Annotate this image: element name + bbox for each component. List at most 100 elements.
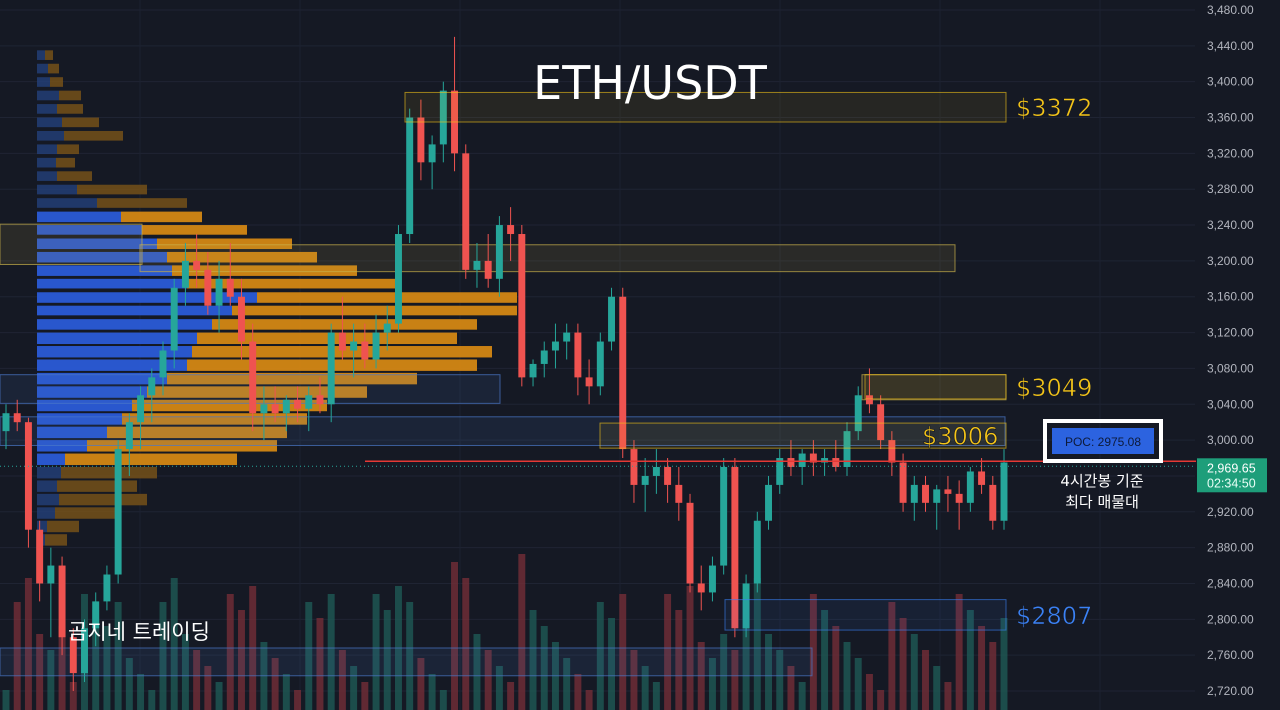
volume-bar	[92, 610, 100, 710]
profile-bar-sell	[257, 292, 517, 303]
y-tick-label: 2,760.00	[1207, 648, 1254, 662]
volume-bar	[776, 650, 784, 710]
volume-bar	[854, 658, 862, 710]
y-tick-label: 3,080.00	[1207, 361, 1254, 375]
volume-bar	[316, 618, 324, 710]
poc-fill	[1052, 428, 1154, 454]
volume-bar	[821, 610, 829, 710]
candle-body	[641, 475, 649, 485]
level-box	[599, 422, 1007, 449]
candle-body	[652, 466, 660, 476]
candle-body	[742, 583, 750, 629]
volume-bar	[372, 594, 380, 710]
y-tick-label: 3,200.00	[1207, 254, 1254, 268]
candle-body	[294, 399, 302, 409]
volume-bar	[13, 602, 21, 710]
volume-bar	[170, 578, 178, 710]
profile-bar-buy	[37, 426, 107, 439]
profile-bar-buy	[37, 117, 62, 128]
volume-bar	[585, 690, 593, 710]
poc-note-line-2: 최다 매물대	[1065, 493, 1139, 511]
y-tick-label: 3,320.00	[1207, 146, 1254, 160]
volume-bar	[910, 634, 918, 710]
profile-bar-sell	[187, 278, 397, 289]
candle-body	[271, 404, 279, 414]
profile-bar-buy	[37, 305, 232, 316]
candle-body	[181, 260, 189, 288]
profile-bar-sell	[172, 265, 357, 276]
candle-body	[529, 363, 537, 378]
volume-bar	[865, 674, 873, 710]
candle-body	[720, 466, 728, 566]
volume-bar	[809, 594, 817, 710]
candle-body	[753, 520, 761, 584]
profile-bar-buy	[37, 372, 167, 385]
volume-bar	[69, 682, 77, 710]
profile-bar-sell	[197, 332, 457, 345]
candle-body	[933, 489, 941, 503]
profile-bar-sell	[50, 77, 63, 87]
volume-bar	[596, 602, 604, 710]
volume-bar	[148, 690, 156, 710]
volume-bar	[103, 626, 111, 710]
zone-box	[861, 374, 1007, 401]
profile-bar-sell	[122, 413, 307, 425]
profile-bar-buy	[37, 225, 142, 235]
price-axis: 3,480.00 3,440.00 3,400.00 3,360.00 3,320.00…	[1207, 3, 1254, 698]
zone-box	[0, 223, 143, 265]
zone-box	[139, 244, 956, 273]
profile-bar-sell	[56, 157, 75, 168]
volume-bar	[966, 610, 974, 710]
candle-body	[125, 422, 133, 450]
volume-bar	[720, 634, 728, 710]
volume-bar	[944, 682, 952, 710]
candle-body	[282, 399, 290, 414]
profile-bar-buy	[37, 77, 50, 87]
volume-bar	[417, 658, 425, 710]
candle-body	[776, 458, 784, 485]
candle-body	[137, 395, 145, 423]
candle-body	[394, 234, 402, 324]
profile-bar-buy	[37, 104, 57, 114]
volume-bar	[877, 690, 885, 710]
candle-body	[439, 90, 447, 145]
candle-body	[989, 484, 997, 521]
price-tag-countdown: 02:34:50	[1207, 476, 1256, 490]
candle-body	[787, 458, 795, 467]
volume-bar	[630, 650, 638, 710]
volume-bar	[888, 602, 896, 710]
volume-bar	[518, 554, 526, 710]
candle-body	[865, 395, 873, 405]
profile-bar-buy	[37, 399, 132, 412]
candle-body	[551, 341, 559, 351]
profile-bar-buy	[37, 90, 59, 101]
candle-body	[899, 462, 907, 503]
candle-body	[350, 341, 358, 351]
profile-bar-sell	[61, 466, 157, 479]
volume-bar	[327, 594, 335, 710]
volume-bar	[765, 634, 772, 710]
volume-bar	[36, 634, 44, 710]
profile-bar-buy	[37, 413, 122, 425]
price-tag-bg	[1197, 458, 1267, 493]
profile-bar-sell	[232, 305, 517, 316]
profile-bar-buy	[37, 63, 48, 74]
volume-bar	[204, 666, 212, 710]
candle-body	[978, 471, 986, 485]
volume-bar	[114, 602, 122, 710]
volume-bar	[159, 602, 167, 710]
candle-body	[910, 484, 918, 503]
volume-bar	[137, 674, 145, 710]
candle-body	[966, 471, 974, 503]
candle-body	[260, 404, 268, 414]
volume-bar	[47, 650, 55, 710]
profile-bar-buy	[37, 144, 57, 155]
candle-body	[877, 404, 885, 441]
y-tick-label: 2,920.00	[1207, 505, 1254, 519]
volume-bar	[742, 602, 750, 710]
candle-body	[484, 260, 492, 279]
candle-body	[809, 453, 817, 463]
volume-bar	[832, 626, 840, 710]
candle-body	[854, 395, 862, 432]
